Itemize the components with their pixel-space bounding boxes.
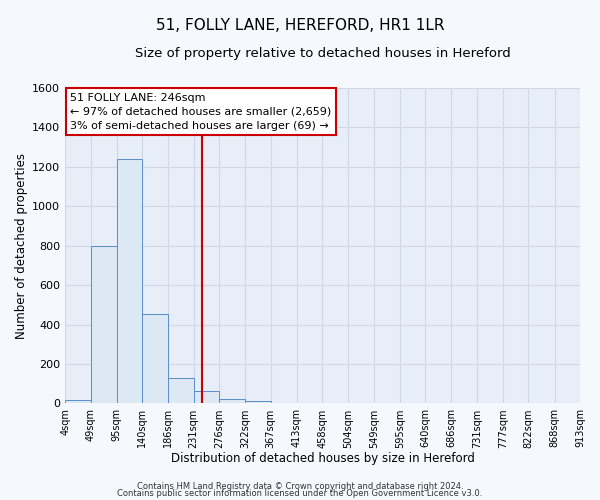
Text: Contains HM Land Registry data © Crown copyright and database right 2024.: Contains HM Land Registry data © Crown c… — [137, 482, 463, 491]
Bar — [219, 398, 245, 404]
Text: Contains public sector information licensed under the Open Government Licence v3: Contains public sector information licen… — [118, 490, 482, 498]
Text: 51 FOLLY LANE: 246sqm
← 97% of detached houses are smaller (2,659)
3% of semi-de: 51 FOLLY LANE: 246sqm ← 97% of detached … — [70, 93, 332, 131]
Bar — [168, 378, 194, 404]
Bar — [65, 400, 91, 404]
Text: 51, FOLLY LANE, HEREFORD, HR1 1LR: 51, FOLLY LANE, HEREFORD, HR1 1LR — [156, 18, 444, 32]
Bar — [245, 401, 271, 404]
Y-axis label: Number of detached properties: Number of detached properties — [15, 153, 28, 339]
Title: Size of property relative to detached houses in Hereford: Size of property relative to detached ho… — [135, 48, 511, 60]
Bar — [116, 159, 142, 404]
Bar — [194, 390, 219, 404]
Bar — [91, 246, 116, 404]
X-axis label: Distribution of detached houses by size in Hereford: Distribution of detached houses by size … — [170, 452, 475, 465]
Bar — [142, 314, 168, 404]
